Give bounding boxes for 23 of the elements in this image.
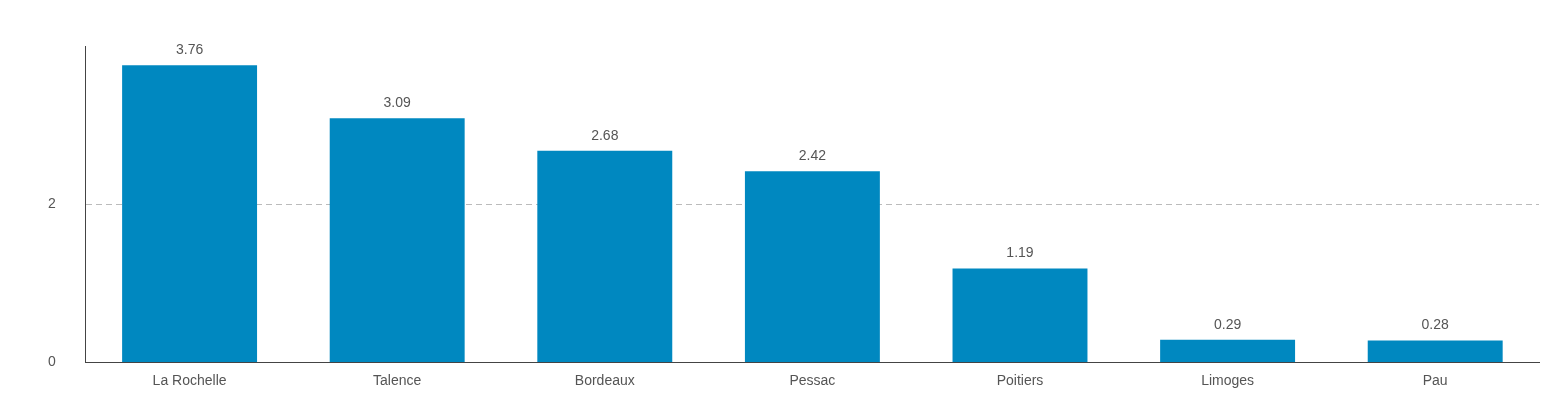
data-label: 0.29 <box>1213 315 1242 332</box>
bar <box>1160 339 1296 363</box>
x-tick-label: Bordeaux <box>574 371 635 388</box>
x-tick-label: Talence <box>373 371 422 388</box>
data-label: 0.28 <box>1421 316 1450 333</box>
bar <box>537 150 673 363</box>
bar <box>122 65 258 363</box>
x-tick-label: Limoges <box>1201 371 1255 388</box>
x-tick-label: La Rochelle <box>152 371 227 388</box>
bar <box>329 118 465 363</box>
y-tick-label: 2 <box>47 195 56 212</box>
data-label: 3.76 <box>175 41 204 58</box>
data-label: 1.19 <box>1006 244 1034 261</box>
x-tick-label: Pessac <box>789 371 836 388</box>
y-tick-label: 0 <box>47 353 56 370</box>
data-label: 3.09 <box>383 94 412 111</box>
bar <box>1367 340 1503 363</box>
x-tick-label: Pau <box>1422 371 1448 388</box>
bar <box>744 171 880 363</box>
data-label: 2.42 <box>798 147 827 164</box>
x-tick-label: Poitiers <box>996 371 1044 388</box>
bar <box>952 268 1088 363</box>
data-label: 2.68 <box>591 126 619 143</box>
